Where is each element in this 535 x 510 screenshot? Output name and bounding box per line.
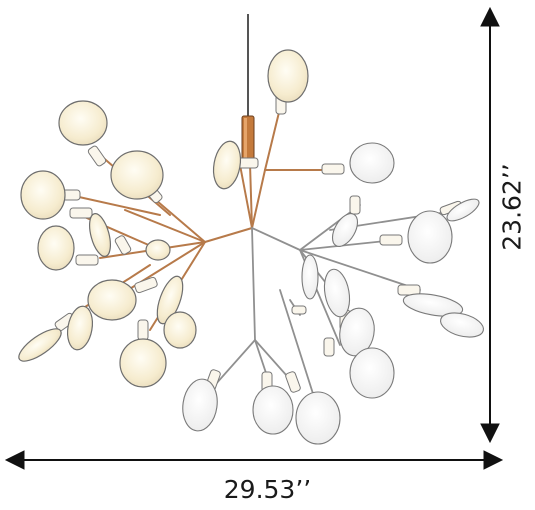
lit-shades (18, 49, 309, 388)
height-dimension-label: 23.62’’ (497, 163, 527, 251)
suspension-cord (241, 14, 255, 165)
height-dimension-arrow (480, 6, 500, 444)
unlit-shades (182, 142, 484, 445)
width-dimension-label: 29.53’’ (223, 475, 312, 504)
width-dimension-arrow (4, 450, 504, 470)
